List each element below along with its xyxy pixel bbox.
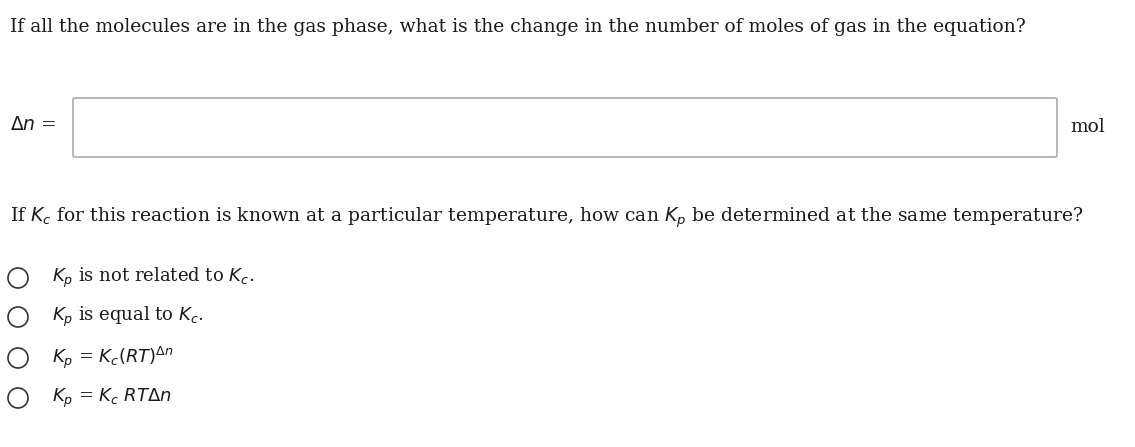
- Text: $K_p$ is equal to $K_c$.: $K_p$ is equal to $K_c$.: [52, 305, 204, 329]
- Text: $K_p$ is not related to $K_c$.: $K_p$ is not related to $K_c$.: [52, 266, 254, 290]
- Text: $K_p$ = $K_c(RT)^{\Delta n}$: $K_p$ = $K_c(RT)^{\Delta n}$: [52, 345, 174, 371]
- Text: If all the molecules are in the gas phase, what is the change in the number of m: If all the molecules are in the gas phas…: [10, 18, 1026, 36]
- Text: mol: mol: [1070, 118, 1104, 136]
- Text: $\Delta n$ =: $\Delta n$ =: [10, 116, 57, 134]
- Text: If $K_c$ for this reaction is known at a particular temperature, how can $K_p$ b: If $K_c$ for this reaction is known at a…: [10, 205, 1084, 229]
- Text: $K_p$ = $K_c$ $RT\Delta n$: $K_p$ = $K_c$ $RT\Delta n$: [52, 386, 171, 409]
- FancyBboxPatch shape: [73, 98, 1057, 157]
